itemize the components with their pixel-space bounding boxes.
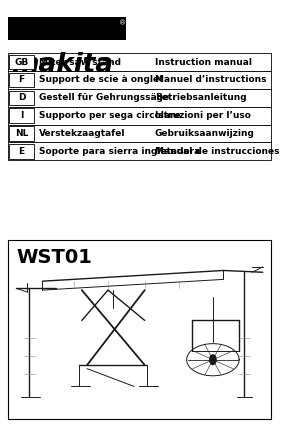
- Text: Manuel d’instructions: Manuel d’instructions: [155, 75, 266, 85]
- Bar: [8, 125, 271, 142]
- Text: Supporto per sega circolare: Supporto per sega circolare: [39, 111, 181, 120]
- Text: Betriebsanleitung: Betriebsanleitung: [155, 93, 246, 102]
- Text: Istruzioni per l’uso: Istruzioni per l’uso: [155, 111, 251, 120]
- Bar: [8, 142, 271, 160]
- Bar: [10, 108, 34, 123]
- Bar: [10, 144, 34, 159]
- Bar: [10, 126, 34, 141]
- Bar: [8, 53, 271, 71]
- Bar: [10, 73, 34, 87]
- Text: GB: GB: [14, 57, 29, 67]
- Bar: [10, 91, 34, 105]
- Bar: [8, 17, 125, 40]
- Text: Verstekzaagtafel: Verstekzaagtafel: [39, 129, 126, 138]
- Text: E: E: [19, 147, 25, 156]
- Bar: [8, 107, 271, 125]
- Text: Soporte para sierra ingletadora: Soporte para sierra ingletadora: [39, 147, 200, 156]
- Text: Gestell für Gehrungssäge: Gestell für Gehrungssäge: [39, 93, 169, 102]
- Bar: [10, 55, 34, 69]
- Text: Manual de instrucciones: Manual de instrucciones: [155, 147, 279, 156]
- Text: NL: NL: [15, 129, 28, 138]
- Text: makita: makita: [11, 52, 113, 78]
- Text: F: F: [19, 75, 25, 85]
- Bar: [8, 71, 271, 89]
- Bar: [8, 240, 271, 419]
- Text: I: I: [20, 111, 23, 120]
- Bar: [8, 89, 271, 107]
- Circle shape: [210, 355, 216, 365]
- Text: Support de scie à onglet: Support de scie à onglet: [39, 75, 164, 85]
- Text: D: D: [18, 93, 26, 102]
- Text: Gebruiksaanwijzing: Gebruiksaanwijzing: [155, 129, 255, 138]
- Text: WST01: WST01: [17, 248, 93, 267]
- Text: Miter saw stand: Miter saw stand: [39, 57, 121, 67]
- Text: Instruction manual: Instruction manual: [155, 57, 252, 67]
- Text: ®: ®: [119, 20, 126, 26]
